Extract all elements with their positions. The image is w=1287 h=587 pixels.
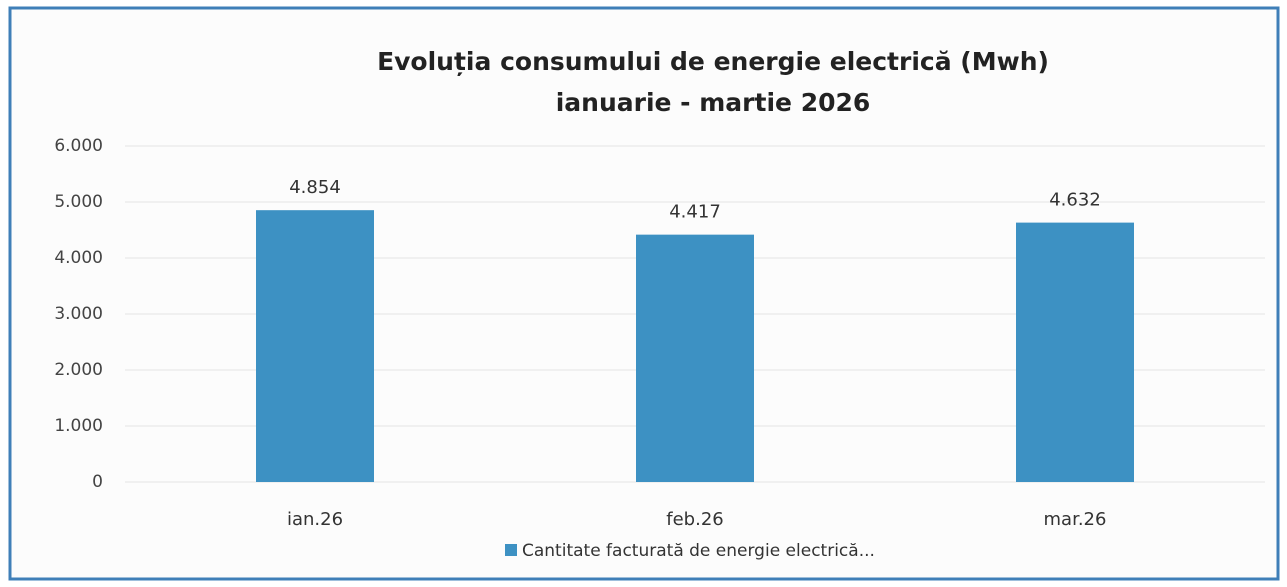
y-tick-label: 6.000 (54, 136, 103, 156)
chart-subtitle: ianuarie - martie 2026 (556, 88, 871, 117)
x-tick-label: mar.26 (1044, 509, 1107, 530)
bar (1016, 222, 1134, 482)
x-tick-label: ian.26 (287, 509, 343, 530)
y-tick-label: 3.000 (54, 304, 103, 324)
x-tick-label: feb.26 (666, 509, 723, 530)
legend-swatch (505, 544, 517, 556)
y-tick-label: 2.000 (54, 360, 103, 380)
y-tick-label: 5.000 (54, 192, 103, 212)
data-label: 4.854 (289, 177, 341, 198)
bar (256, 210, 374, 482)
data-label: 4.632 (1049, 190, 1101, 211)
y-tick-label: 4.000 (54, 248, 103, 268)
bar (636, 234, 754, 482)
y-tick-label: 0 (92, 472, 103, 492)
chart-title: Evoluția consumului de energie electrică… (377, 47, 1049, 76)
data-label: 4.417 (669, 202, 721, 223)
y-tick-label: 1.000 (54, 416, 103, 436)
legend-label: Cantitate facturată de energie electrică… (522, 541, 875, 561)
